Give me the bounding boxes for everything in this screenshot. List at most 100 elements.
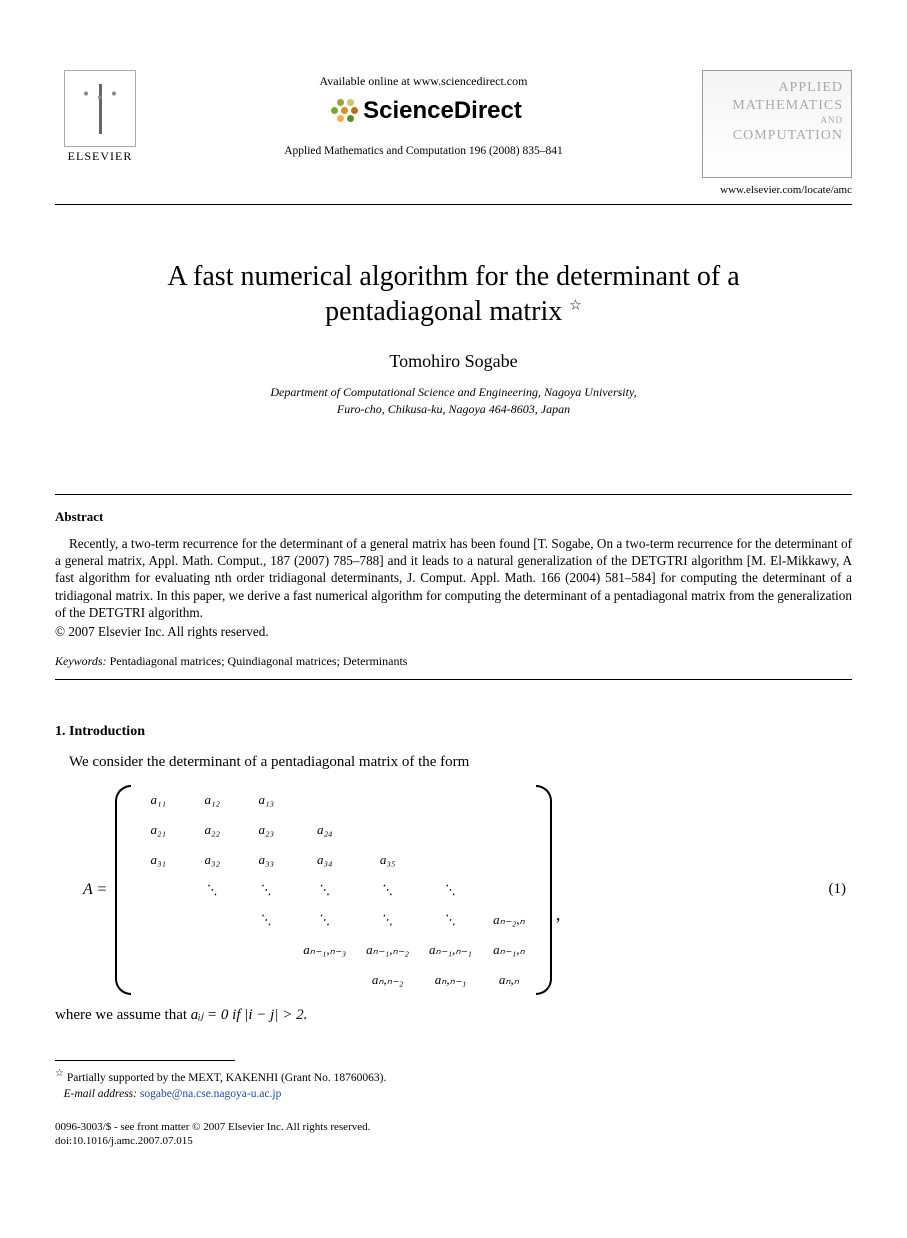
matrix-cell (185, 935, 239, 965)
bottom-block: 0096-3003/$ - see front matter © 2007 El… (55, 1120, 852, 1149)
table-row: ⋱ ⋱ ⋱ ⋱ aₙ₋₂,ₙ (131, 905, 536, 935)
matrix-cell: ⋱ (293, 905, 356, 935)
assume-math: aᵢⱼ = 0 if |i − j| > 2. (191, 1007, 308, 1023)
sciencedirect-wordmark: ScienceDirect (363, 97, 522, 125)
title-line1: A fast numerical algorithm for the deter… (167, 261, 739, 292)
matrix-cell (293, 785, 356, 815)
affiliation: Department of Computational Science and … (55, 384, 852, 418)
matrix-cell: a₃₃ (239, 845, 293, 875)
matrix-cell: a₁₃ (239, 785, 293, 815)
elsevier-label: ELSEVIER (55, 149, 145, 164)
footnote-support: Partially supported by the MEXT, KAKENHI… (67, 1072, 387, 1084)
table-row: ⋱ ⋱ ⋱ ⋱ ⋱ (131, 875, 536, 905)
table-row: aₙ₋₁,ₙ₋₃ aₙ₋₁,ₙ₋₂ aₙ₋₁,ₙ₋₁ aₙ₋₁,ₙ (131, 935, 536, 965)
matrix-table: a₁₁ a₁₂ a₁₃ a₂₁ a₂₂ a₂₃ a₂₄ (131, 785, 536, 995)
affiliation-line2: Furo-cho, Chikusa-ku, Nagoya 464-8603, J… (337, 402, 570, 416)
matrix-cell: ⋱ (239, 875, 293, 905)
matrix-cell: a₃₄ (293, 845, 356, 875)
matrix-cell: a₂₃ (239, 815, 293, 845)
matrix-cell: ⋱ (419, 905, 482, 935)
matrix-cell (131, 935, 185, 965)
divider (55, 494, 852, 495)
matrix-cell: a₂₁ (131, 815, 185, 845)
matrix-cell (239, 965, 293, 995)
front-matter-line: 0096-3003/$ - see front matter © 2007 El… (55, 1121, 370, 1133)
matrix-cell (419, 845, 482, 875)
table-row: a₂₁ a₂₂ a₂₃ a₂₄ (131, 815, 536, 845)
title-footnote-star-icon: ☆ (569, 299, 582, 314)
matrix-cell (185, 905, 239, 935)
table-row: aₙ,ₙ₋₂ aₙ,ₙ₋₁ aₙ,ₙ (131, 965, 536, 995)
table-row: a₁₁ a₁₂ a₁₃ (131, 785, 536, 815)
matrix-cell: ⋱ (185, 875, 239, 905)
article-title: A fast numerical algorithm for the deter… (55, 259, 852, 329)
keywords-line: Keywords: Pentadiagonal matrices; Quindi… (55, 654, 852, 680)
copyright-line: © 2007 Elsevier Inc. All rights reserved… (55, 624, 852, 640)
equation-number: (1) (829, 881, 853, 898)
assume-pre: where we assume that (55, 1007, 191, 1023)
title-line2: pentadiagonal matrix (325, 296, 562, 327)
matrix-cell: a₁₂ (185, 785, 239, 815)
matrix-cell (419, 815, 482, 845)
author-name: Tomohiro Sogabe (55, 351, 852, 372)
matrix-cell (293, 965, 356, 995)
matrix-cell: ⋱ (293, 875, 356, 905)
footnote-block: ☆ Partially supported by the MEXT, KAKEN… (55, 1067, 852, 1102)
amc-logo-line2: MATHEMATICS (711, 97, 843, 115)
elsevier-logo-block: ELSEVIER (55, 70, 145, 164)
abstract-heading: Abstract (55, 509, 852, 525)
header: ELSEVIER Available online at www.science… (55, 70, 852, 205)
matrix-cell: a₁₁ (131, 785, 185, 815)
footnote-star-icon: ☆ (55, 1068, 64, 1079)
matrix-cell (482, 875, 536, 905)
abstract-text: Recently, a two-term recurrence for the … (55, 535, 852, 622)
matrix-cell: aₙ₋₂,ₙ (482, 905, 536, 935)
matrix-cell: a₃₁ (131, 845, 185, 875)
matrix-cell: aₙ₋₁,ₙ₋₃ (293, 935, 356, 965)
doi-line: doi:10.1016/j.amc.2007.07.015 (55, 1135, 193, 1147)
matrix-cell (356, 815, 419, 845)
matrix-cell (131, 905, 185, 935)
matrix-cell: aₙ₋₁,ₙ (482, 935, 536, 965)
keywords-label: Keywords: (55, 654, 107, 668)
center-header: Available online at www.sciencedirect.co… (145, 70, 702, 157)
matrix-cell: aₙ,ₙ₋₂ (356, 965, 419, 995)
matrix-cell: a₃₅ (356, 845, 419, 875)
email-link[interactable]: sogabe@na.cse.nagoya-u.ac.jp (140, 1088, 282, 1100)
right-paren-icon (536, 785, 552, 995)
matrix: a₁₁ a₁₂ a₁₃ a₂₁ a₂₂ a₂₃ a₂₄ (115, 785, 552, 995)
matrix-cell (239, 935, 293, 965)
amc-logo: APPLIED MATHEMATICS AND COMPUTATION (702, 70, 852, 178)
matrix-cell (131, 875, 185, 905)
matrix-cell (185, 965, 239, 995)
equation-1: A = a₁₁ a₁₂ a₁₃ a₂₁ a₂₂ a₂₃ a₂₄ (55, 785, 852, 995)
matrix-cell: ⋱ (419, 875, 482, 905)
email-label: E-mail address: (64, 1088, 137, 1100)
abstract-body: Recently, a two-term recurrence for the … (55, 535, 852, 622)
journal-reference: Applied Mathematics and Computation 196 … (145, 145, 702, 157)
keywords-text: Pentadiagonal matrices; Quindiagonal mat… (110, 654, 408, 668)
section-heading: 1. Introduction (55, 724, 852, 740)
left-paren-icon (115, 785, 131, 995)
matrix-cell: ⋱ (356, 875, 419, 905)
journal-logo-block: APPLIED MATHEMATICS AND COMPUTATION www.… (702, 70, 852, 196)
matrix-cell: a₂₄ (293, 815, 356, 845)
journal-url: www.elsevier.com/locate/amc (702, 184, 852, 196)
matrix-cell (356, 785, 419, 815)
matrix-cell: a₂₂ (185, 815, 239, 845)
amc-logo-line3: AND (711, 115, 843, 127)
affiliation-line1: Department of Computational Science and … (270, 385, 636, 399)
amc-logo-line1: APPLIED (711, 79, 843, 97)
matrix-cell (482, 815, 536, 845)
matrix-cell: ⋱ (239, 905, 293, 935)
footnote-divider (55, 1060, 235, 1061)
sciencedirect-dots-icon (325, 97, 357, 125)
matrix-cell: aₙ,ₙ (482, 965, 536, 995)
equation-lhs: A = (55, 881, 115, 899)
matrix-cell (131, 965, 185, 995)
assumption-line: where we assume that aᵢⱼ = 0 if |i − j| … (55, 1005, 852, 1024)
equation-comma: , (552, 904, 561, 995)
matrix-cell (419, 785, 482, 815)
matrix-cell: ⋱ (356, 905, 419, 935)
intro-paragraph: We consider the determinant of a pentadi… (55, 754, 852, 771)
